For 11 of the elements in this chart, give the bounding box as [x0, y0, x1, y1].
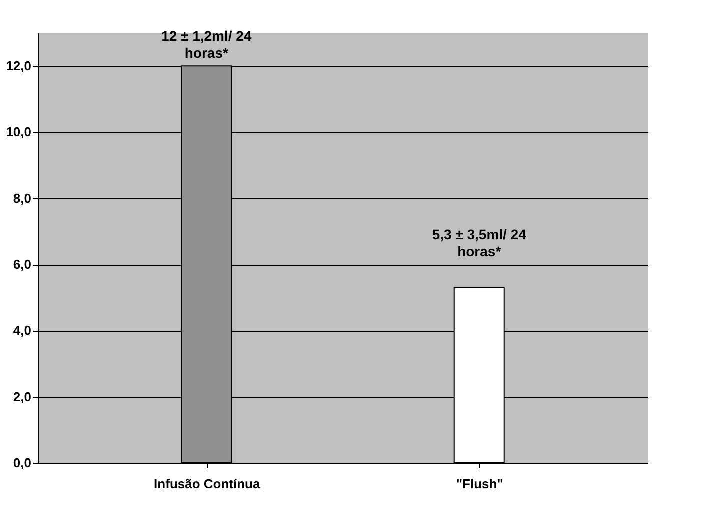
annotation: 5,3 ± 3,5ml/ 24 horas* — [432, 226, 527, 260]
y-tick-label: 4,0 — [13, 323, 32, 338]
y-tick-label: 8,0 — [13, 190, 32, 206]
x-tick-label: "Flush" — [456, 476, 504, 492]
annotation: 12 ± 1,2ml/ 24 horas* — [162, 28, 252, 62]
y-tick-label: 2,0 — [13, 389, 32, 404]
y-tick-label: 10,0 — [6, 124, 32, 140]
y-tick-label: 6,0 — [13, 257, 32, 272]
y-tick-label: 12,0 — [6, 58, 32, 74]
y-tick-label: 0,0 — [13, 456, 32, 470]
x-tick-label: Infusão Contínua — [154, 476, 261, 492]
